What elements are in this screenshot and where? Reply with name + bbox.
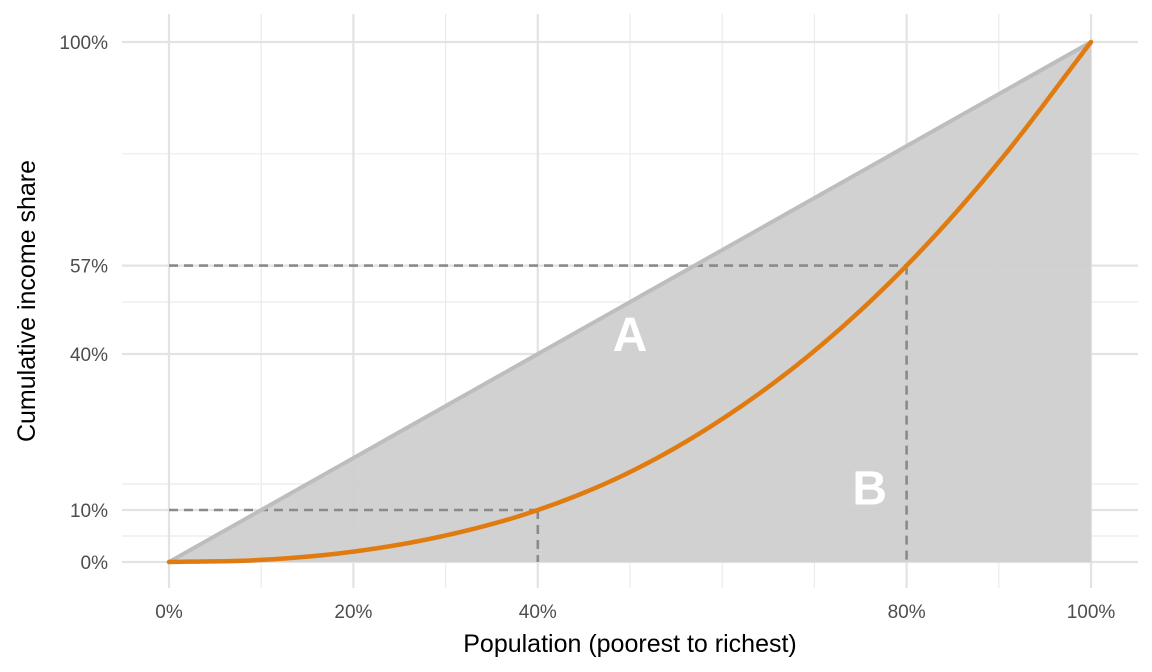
equality-line [168, 40, 1092, 564]
region-label-b: B [852, 462, 887, 515]
y-tick-label: 0% [81, 553, 109, 574]
reference-lines [169, 264, 908, 562]
x-tick-label: 100% [1067, 602, 1116, 623]
x-tick-label: 20% [334, 602, 372, 623]
x-tick-label: 0% [155, 602, 183, 623]
region-labels: AB [613, 309, 887, 515]
y-axis-title: Cumulative income share [13, 160, 41, 442]
x-tick-label: 40% [519, 602, 557, 623]
y-tick-label: 40% [70, 345, 108, 366]
y-axis-tick-labels: 0% 10% 40% 57% 100% [59, 33, 108, 574]
y-tick-label: 10% [70, 501, 108, 522]
x-axis-tick-labels: 0% 20% 40% 80% 100% [155, 602, 1115, 623]
y-tick-label: 57% [70, 257, 108, 278]
lorenz-curve-line [166, 39, 1094, 565]
region-label-a: A [613, 309, 648, 362]
y-tick-label: 100% [59, 33, 108, 54]
x-tick-label: 80% [888, 602, 926, 623]
x-axis-title: Population (poorest to richest) [463, 630, 797, 658]
